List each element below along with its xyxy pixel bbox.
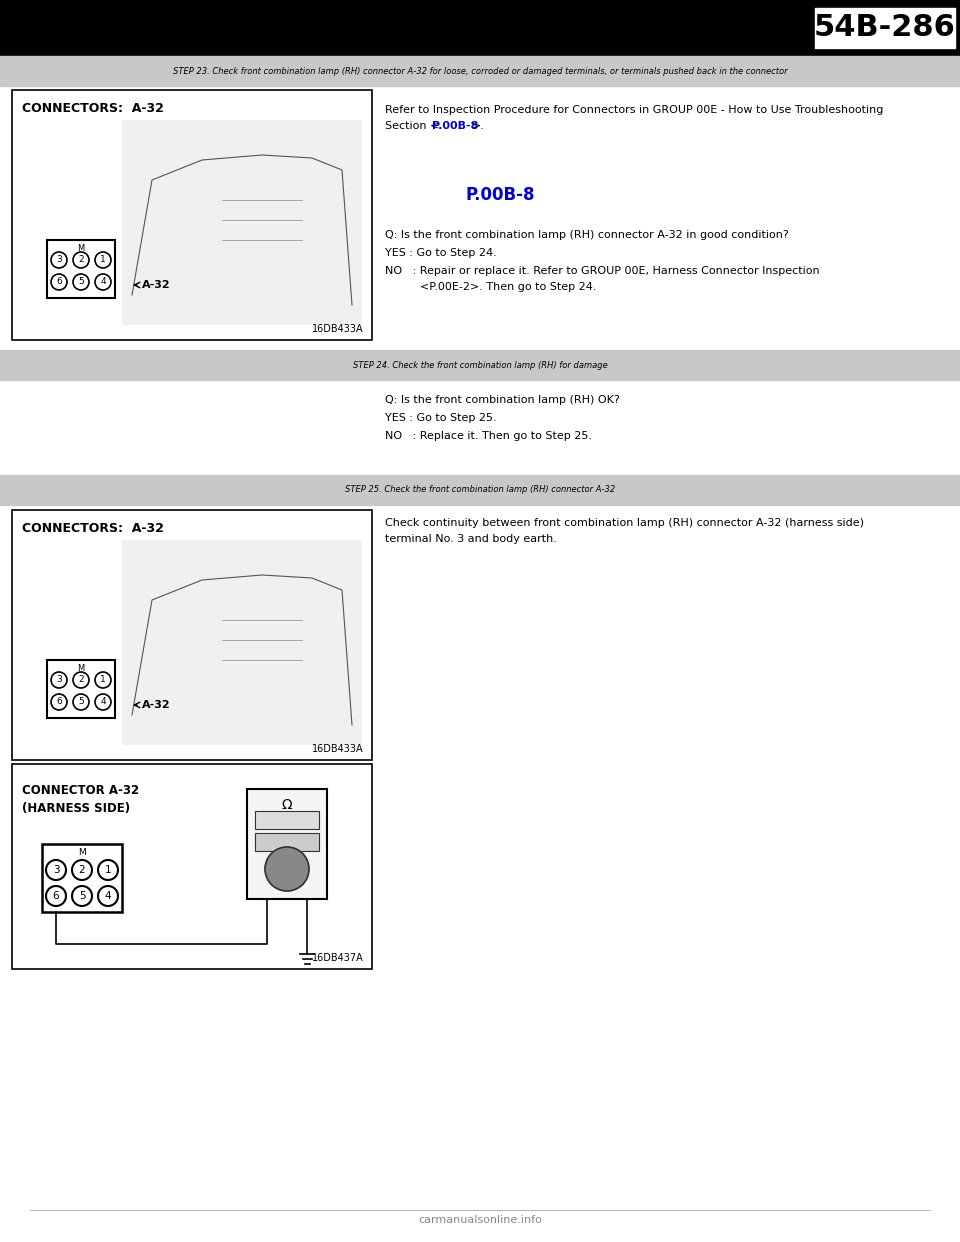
Text: CONNECTORS:  A-32: CONNECTORS: A-32 [22,102,164,114]
Text: A-32: A-32 [142,279,171,289]
Bar [47,240,115,298]
Text: Ω: Ω [281,799,292,812]
Bar [0,350,960,380]
Text: P.00B-8: P.00B-8 [466,186,535,204]
Text: 5: 5 [78,698,84,707]
Text: 3: 3 [56,256,61,265]
Text: >.: >. [472,120,485,130]
Text: carmanualsonline.info: carmanualsonline.info [418,1215,542,1225]
Text: 4: 4 [105,891,111,900]
Bar [255,833,319,851]
Text: 5: 5 [79,891,85,900]
Text: NO   : Repair or replace it. Refer to GROUP 00E, Harness Connector Inspection: NO : Repair or replace it. Refer to GROU… [385,266,820,276]
Bar [12,764,372,969]
Text: 16DB437A: 16DB437A [312,953,364,963]
Text: 1: 1 [100,676,106,684]
Text: 2: 2 [79,864,85,876]
Text: Refer to Inspection Procedure for Connectors in GROUP 00E - How to Use Troublesh: Refer to Inspection Procedure for Connec… [385,106,883,116]
Bar [815,7,955,48]
Bar [255,811,319,828]
Text: Q: Is the front combination lamp (RH) OK?: Q: Is the front combination lamp (RH) OK… [385,395,620,405]
Text: Section <: Section < [385,120,440,130]
Text: (HARNESS SIDE): (HARNESS SIDE) [22,802,131,815]
Text: 4: 4 [100,698,106,707]
Text: 54B-286: 54B-286 [814,14,956,42]
Text: YES : Go to Step 24.: YES : Go to Step 24. [385,248,496,258]
Text: CONNECTORS:  A-32: CONNECTORS: A-32 [22,522,164,534]
Text: 1: 1 [105,864,111,876]
Bar [0,56,960,86]
Text: 2: 2 [78,676,84,684]
Text: 4: 4 [100,277,106,287]
Text: 16DB433A: 16DB433A [312,324,364,334]
Text: CONNECTOR A-32: CONNECTOR A-32 [22,784,139,797]
Text: NO   : Replace it. Then go to Step 25.: NO : Replace it. Then go to Step 25. [385,431,592,441]
Text: 6: 6 [53,891,60,900]
Text: 5: 5 [78,277,84,287]
Text: 6: 6 [56,698,61,707]
Bar [12,89,372,340]
Text: 1: 1 [100,256,106,265]
Bar [0,0,960,55]
Text: 3: 3 [56,676,61,684]
Text: M: M [78,664,84,673]
Text: M: M [78,848,85,857]
Bar [47,660,115,718]
Bar [0,474,960,505]
Text: Q: Is the front combination lamp (RH) connector A-32 in good condition?: Q: Is the front combination lamp (RH) co… [385,230,789,240]
Text: 6: 6 [56,277,61,287]
Text: STEP 25. Check the front combination lamp (RH) connector A-32: STEP 25. Check the front combination lam… [345,486,615,494]
Circle shape [265,847,309,891]
Bar [122,540,362,745]
Text: A-32: A-32 [142,700,171,710]
Text: Check continuity between front combination lamp (RH) connector A-32 (harness sid: Check continuity between front combinati… [385,518,864,528]
Text: YES : Go to Step 25.: YES : Go to Step 25. [385,414,496,424]
Text: terminal No. 3 and body earth.: terminal No. 3 and body earth. [385,534,557,544]
Text: STEP 23. Check front combination lamp (RH) connector A-32 for loose, corroded or: STEP 23. Check front combination lamp (R… [173,67,787,76]
Text: P.00B-8: P.00B-8 [432,120,478,130]
Bar [122,120,362,325]
Bar [42,845,122,912]
Text: M: M [78,243,84,253]
Text: STEP 24. Check the front combination lamp (RH) for damage: STEP 24. Check the front combination lam… [352,360,608,370]
Text: <P.00E-2>. Then go to Step 24.: <P.00E-2>. Then go to Step 24. [385,282,596,292]
Text: 2: 2 [78,256,84,265]
Bar [12,510,372,760]
Text: 16DB433A: 16DB433A [312,744,364,754]
Bar [247,789,327,899]
Text: 3: 3 [53,864,60,876]
